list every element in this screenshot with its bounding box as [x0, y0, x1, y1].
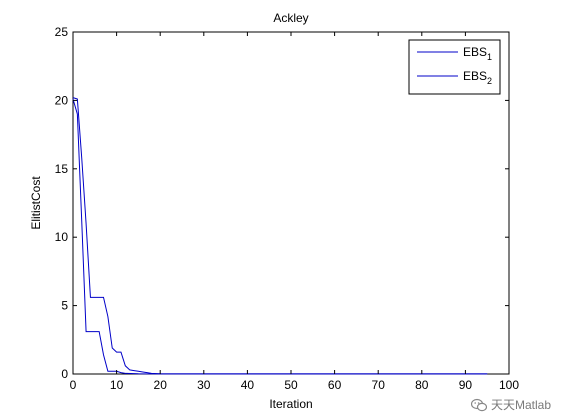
y-tick-label: 25 [55, 25, 69, 39]
x-tick-label: 70 [372, 378, 386, 392]
legend-label-main: EBS [463, 69, 487, 83]
x-tick-label: 50 [284, 378, 298, 392]
x-axis-label: Iteration [269, 397, 312, 411]
legend-label-subscript: 1 [487, 52, 492, 62]
x-tick-label: 100 [499, 378, 519, 392]
watermark-text: 天天Matlab [490, 398, 551, 412]
y-axis: 0 5 10 15 20 25 [55, 25, 509, 381]
x-tick-label: 40 [241, 378, 255, 392]
x-tick-label: 0 [70, 378, 77, 392]
x-tick-label: 30 [197, 378, 211, 392]
x-tick-label: 20 [154, 378, 168, 392]
x-tick-label: 60 [328, 378, 342, 392]
y-tick-label: 10 [55, 230, 69, 244]
y-tick-label: 5 [61, 299, 68, 313]
y-axis-label: ElitistCost [29, 176, 43, 230]
x-tick-label: 80 [415, 378, 429, 392]
y-tick-label: 15 [55, 162, 69, 176]
legend-label-subscript: 2 [487, 76, 492, 86]
legend-label-ebs2: EBS2 [463, 69, 492, 86]
series-layer [72, 97, 488, 375]
series-line-ebs2 [72, 98, 488, 375]
legend-label-ebs1: EBS1 [463, 45, 492, 62]
legend-label-main: EBS [463, 45, 487, 59]
y-tick-label: 20 [55, 93, 69, 107]
x-tick-label: 10 [110, 378, 124, 392]
x-axis: 0 10 20 30 40 50 60 70 80 90 100 [70, 32, 519, 392]
x-tick-label: 90 [459, 378, 473, 392]
legend-box [408, 39, 501, 95]
watermark: 天天Matlab [470, 396, 551, 413]
y-tick-label: 0 [61, 367, 68, 381]
chart-title: Ackley [273, 11, 308, 25]
wechat-icon [470, 398, 487, 411]
